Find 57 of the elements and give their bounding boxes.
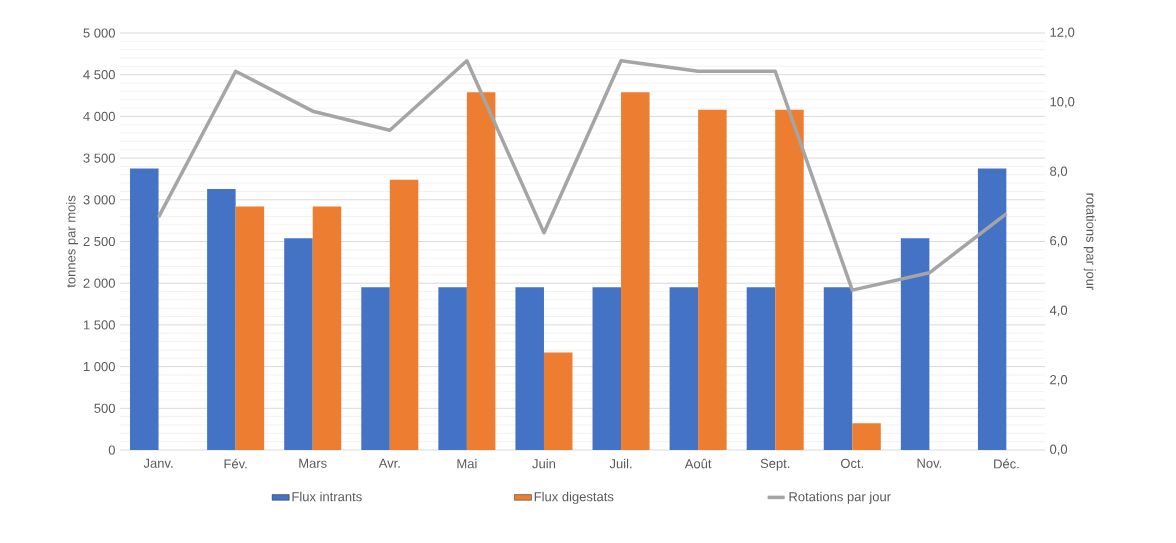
bar xyxy=(130,168,159,450)
y-tick-label: 5 000 xyxy=(83,28,115,38)
bar xyxy=(235,206,265,450)
x-tick-label: Janv. xyxy=(143,458,173,468)
bar xyxy=(438,287,467,450)
bar xyxy=(515,287,544,450)
y-axis-title: tonnes par mois xyxy=(65,195,79,288)
bar xyxy=(312,206,342,450)
y2-axis-title: rotations par jour xyxy=(1083,193,1096,291)
y2-tick-label: 4,0 xyxy=(1049,305,1068,317)
legend-label: Flux intrants xyxy=(292,491,362,502)
bar xyxy=(284,238,313,450)
x-tick-label: Juil. xyxy=(609,458,632,469)
x-tick-label: Août xyxy=(684,458,712,469)
x-tick-label: Avr. xyxy=(378,458,400,468)
legend-label: Rotations par jour xyxy=(789,491,891,504)
y2-tick-label: 0,0 xyxy=(1050,444,1068,456)
line-series xyxy=(156,59,1009,292)
bar xyxy=(775,109,804,450)
y-tick-label: 0 xyxy=(108,445,115,455)
x-tick-label: Déc. xyxy=(994,458,1019,469)
y-tick-label: 2 000 xyxy=(83,278,115,288)
y2-tick-label: 10,0 xyxy=(1050,97,1075,108)
x-tick-label: Oct. xyxy=(840,458,864,468)
y-tick-label: 4 500 xyxy=(83,70,115,80)
x-tick-label: Fév. xyxy=(224,458,247,469)
bar xyxy=(823,287,853,450)
bar xyxy=(389,179,419,450)
y2-tick-label: 12,0 xyxy=(1050,27,1075,39)
bar xyxy=(698,109,727,450)
y2-tick-label: 6,0 xyxy=(1050,236,1068,247)
y-tick-label: 2 500 xyxy=(83,236,115,247)
x-tick-label: Sept. xyxy=(760,458,790,471)
bar xyxy=(621,92,650,450)
bar xyxy=(900,238,930,450)
bar xyxy=(852,423,881,450)
x-tick-label: Mai xyxy=(457,458,477,469)
bar xyxy=(669,287,699,450)
bar xyxy=(746,287,776,450)
y-tick-label: 3 500 xyxy=(83,153,115,163)
y-tick-label: 1 000 xyxy=(83,361,115,372)
bar xyxy=(361,287,390,450)
y-tick-label: 4 000 xyxy=(83,111,115,121)
y-tick-label: 500 xyxy=(94,403,115,413)
bar xyxy=(466,92,496,450)
y-tick-label: 1 500 xyxy=(83,320,115,330)
bar xyxy=(592,287,622,450)
x-tick-label: Nov. xyxy=(917,458,942,468)
y2-tick-label: 8,0 xyxy=(1050,166,1068,178)
bar xyxy=(977,168,1007,450)
x-tick-label: Mars xyxy=(299,458,327,468)
x-tick-label: Juin xyxy=(532,458,556,469)
y-tick-label: 3 000 xyxy=(83,195,115,205)
legend-label: Flux digestats xyxy=(534,491,614,504)
bar xyxy=(207,188,236,450)
bar xyxy=(543,352,573,450)
y2-tick-label: 2,0 xyxy=(1050,375,1068,386)
